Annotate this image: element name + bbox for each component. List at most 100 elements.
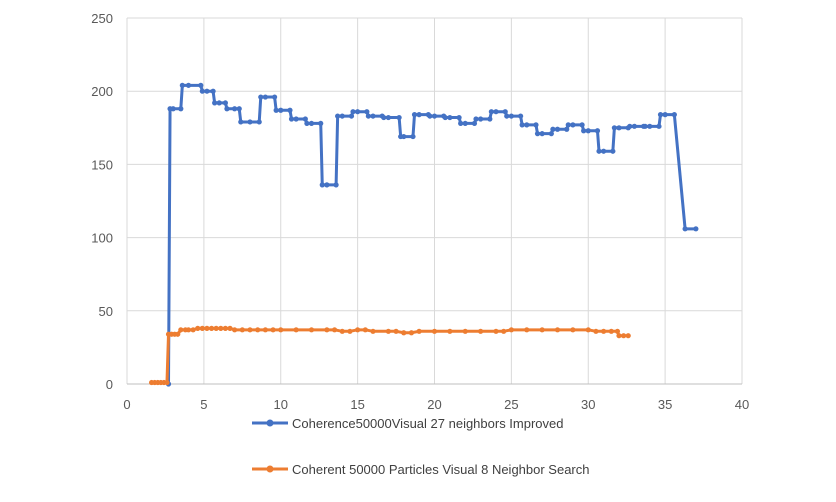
series-0 (165, 82, 699, 387)
data-point (447, 328, 453, 334)
data-point (198, 82, 204, 88)
y-tick-label: 0 (106, 377, 113, 392)
data-point (308, 327, 315, 333)
data-point (213, 325, 219, 331)
x-tick-label: 35 (658, 397, 672, 412)
data-point (493, 328, 499, 334)
data-point (533, 122, 539, 128)
data-point (239, 327, 245, 333)
data-point (288, 116, 295, 122)
data-point (179, 82, 185, 88)
data-point (462, 120, 468, 127)
data-point (381, 114, 387, 121)
data-point (287, 107, 293, 113)
x-tick-label: 25 (504, 397, 518, 412)
data-point (208, 325, 215, 331)
data-point (204, 325, 210, 331)
data-point (462, 328, 468, 334)
data-point (218, 325, 224, 331)
data-point (554, 126, 561, 132)
legend: Coherence50000Visual 27 neighbors Improv… (252, 416, 590, 477)
data-point (647, 123, 653, 129)
data-point (355, 327, 361, 333)
data-point (247, 327, 253, 333)
data-point (401, 330, 407, 336)
data-point (621, 333, 627, 339)
data-point (508, 327, 514, 333)
legend-entry-blue: Coherence50000Visual 27 neighbors Improv… (252, 416, 564, 431)
data-point (335, 113, 341, 119)
series-1 (149, 325, 631, 386)
data-point (227, 325, 233, 331)
data-point (331, 327, 338, 333)
data-point (488, 109, 494, 115)
y-tick-label: 100 (91, 231, 113, 246)
data-point (478, 116, 484, 122)
data-point (396, 114, 402, 121)
data-point (362, 327, 368, 333)
data-point (272, 94, 278, 100)
data-point (370, 328, 376, 334)
data-point (278, 107, 284, 113)
x-tick-label: 5 (200, 397, 207, 412)
data-point (164, 379, 170, 386)
x-tick-label: 0 (123, 397, 130, 412)
data-point (554, 327, 561, 333)
data-point (304, 120, 310, 127)
data-point (501, 328, 507, 334)
data-point (178, 327, 184, 333)
data-point (478, 328, 484, 334)
data-point (442, 114, 448, 121)
data-point (262, 94, 268, 100)
data-point (662, 112, 668, 118)
y-tick-label: 50 (99, 304, 113, 319)
data-point (565, 122, 571, 128)
data-point (258, 94, 264, 100)
series-line (150, 326, 630, 385)
data-point (236, 106, 242, 112)
data-point (270, 327, 276, 333)
legend-swatch-marker (266, 419, 274, 427)
data-point (370, 113, 376, 119)
data-point (656, 123, 662, 129)
data-point (693, 226, 699, 232)
data-point (596, 148, 602, 154)
data-point (570, 327, 576, 333)
data-point (581, 128, 587, 134)
data-point (608, 328, 614, 334)
data-point (222, 325, 228, 331)
data-point (519, 122, 525, 128)
x-tick-label: 20 (427, 397, 441, 412)
data-point (333, 182, 339, 188)
data-point (348, 113, 355, 119)
data-point (524, 327, 530, 333)
data-point (256, 119, 262, 125)
data-point (456, 114, 462, 121)
data-point (458, 120, 464, 127)
data-point (175, 331, 181, 337)
data-point (502, 109, 508, 115)
data-point (185, 82, 192, 88)
data-point (293, 327, 299, 333)
data-point (199, 325, 205, 331)
data-point (534, 131, 541, 137)
y-tick-label: 150 (91, 157, 113, 172)
data-point (278, 327, 284, 333)
legend-label: Coherence50000Visual 27 neighbors Improv… (292, 416, 564, 431)
data-point (431, 328, 438, 334)
data-point (539, 131, 545, 137)
data-point (324, 327, 330, 333)
data-point (627, 123, 633, 129)
data-point (579, 122, 585, 128)
data-point (339, 113, 345, 119)
data-point (601, 328, 607, 334)
y-tick-label: 200 (91, 84, 113, 99)
data-point (216, 100, 222, 106)
data-point (585, 128, 591, 134)
data-point (682, 226, 688, 232)
data-point (625, 333, 631, 339)
data-point (385, 328, 391, 334)
data-point (195, 325, 201, 331)
data-point (416, 112, 422, 118)
